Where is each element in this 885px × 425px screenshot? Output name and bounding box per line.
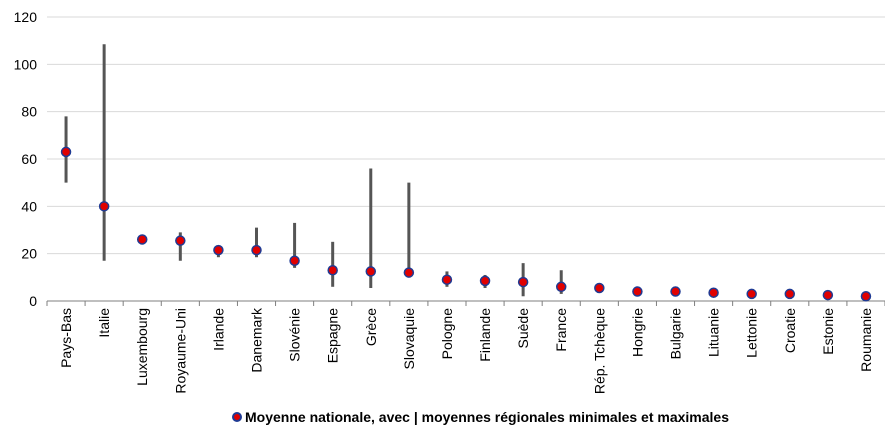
mean-point (327, 264, 338, 276)
mean-point (517, 276, 529, 288)
mean-point (555, 281, 567, 293)
gridlines (47, 16, 885, 255)
x-category-label: Hongrie (629, 308, 645, 357)
mean-point (632, 286, 643, 297)
legend-label: Moyenne nationale, avec | moyennes régio… (245, 409, 730, 425)
x-axis (46, 300, 885, 306)
mean-point (860, 291, 872, 302)
mean-point (746, 288, 757, 300)
x-category-label: Lettonie (744, 308, 760, 358)
y-tick-label: 40 (21, 198, 37, 214)
x-category-label: Irlande (210, 308, 226, 351)
mean-point (479, 275, 491, 287)
y-tick-label: 20 (21, 246, 37, 262)
mean-point (403, 267, 415, 278)
x-category-label: Roumanie (858, 308, 874, 372)
mean-point (594, 282, 605, 294)
mean-points (60, 146, 872, 302)
y-tick-label: 60 (21, 151, 37, 167)
mean-point (441, 274, 453, 285)
mean-point (670, 286, 681, 297)
x-category-label: Slovénie (287, 308, 303, 362)
mean-point (136, 234, 148, 245)
mean-point (289, 255, 300, 267)
mean-point (708, 287, 719, 298)
x-category-label: Slovaquie (401, 308, 417, 370)
range-bars (64, 44, 677, 297)
mean-point (60, 146, 72, 158)
x-axis-category-labels: Pays-Bas Italie Luxembourg Royaume-Uni Irlan… (58, 307, 874, 394)
x-category-label: Lituanie (706, 308, 722, 357)
x-category-label: France (553, 308, 569, 352)
mean-point (784, 288, 796, 300)
x-category-label: Bulgarie (668, 308, 684, 360)
legend-marker-icon (232, 412, 242, 422)
y-tick-label: 120 (14, 9, 38, 25)
x-category-label: Pologne (439, 308, 455, 360)
x-category-label: Luxembourg (134, 308, 150, 386)
mean-point (822, 289, 834, 301)
x-category-label: Rép. Tchèque (591, 308, 607, 394)
legend: Moyenne nationale, avec | moyennes régio… (232, 409, 729, 425)
x-category-label: Croatie (782, 308, 798, 353)
x-category-label: Pays-Bas (58, 308, 74, 368)
x-category-label: Finlande (477, 308, 493, 362)
mean-point (98, 201, 110, 212)
mean-point (213, 244, 224, 256)
x-category-label: Grèce (363, 308, 379, 346)
mean-point (175, 235, 186, 246)
x-category-label: Espagne (325, 308, 341, 363)
x-category-label: Danemark (249, 307, 265, 373)
x-category-label: Italie (96, 308, 112, 338)
x-category-label: Royaume-Uni (172, 308, 188, 394)
mean-point (365, 266, 377, 277)
x-category-label: Suède (515, 308, 531, 349)
y-tick-label: 0 (29, 293, 37, 309)
y-tick-label: 100 (14, 56, 38, 72)
y-axis-tick-labels: 0 20 40 60 80 100 120 (14, 9, 38, 309)
x-category-label: Estonie (820, 308, 836, 355)
mean-point (251, 244, 262, 256)
y-tick-label: 80 (21, 104, 37, 120)
